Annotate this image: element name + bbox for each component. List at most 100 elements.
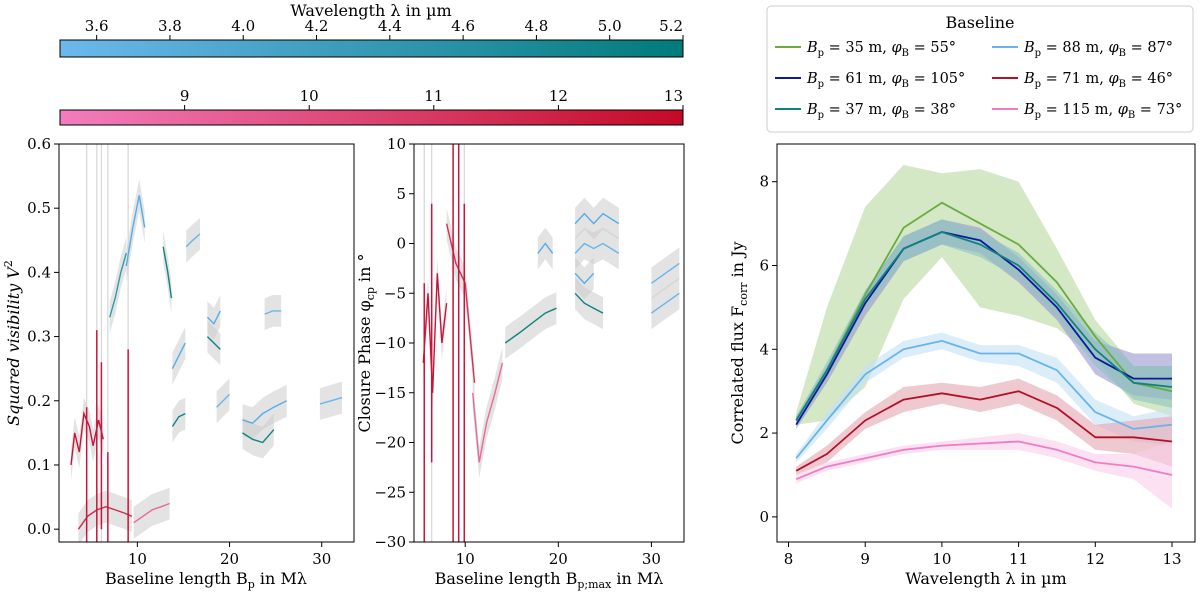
visibility-error-band bbox=[78, 490, 132, 542]
closure-phase-error-band bbox=[537, 227, 553, 270]
visibility-lm-series bbox=[242, 400, 288, 424]
flux-band bbox=[796, 164, 1172, 425]
visibility-lm-series bbox=[109, 252, 127, 318]
flux-xtick-label: 12 bbox=[1086, 550, 1105, 568]
closure-phase-error-band bbox=[575, 257, 594, 300]
closure-phase-lm-series bbox=[650, 292, 680, 314]
closure-phase-lm-series bbox=[504, 307, 557, 344]
visibility-error-band bbox=[126, 179, 145, 282]
flux-ytick-label: 6 bbox=[759, 256, 769, 274]
legend-entry-label: Bp = 71 m, φB = 46° bbox=[1023, 71, 1173, 90]
visibility-lm-series bbox=[206, 336, 221, 350]
legend-title: Baseline bbox=[946, 13, 1015, 32]
visibility-lm-series bbox=[171, 412, 186, 427]
colorbar-lm-tick-label: 3.8 bbox=[158, 17, 182, 35]
visibility-error-band bbox=[172, 397, 186, 443]
colorbar-n-ticks: 9 10 11 12 13 bbox=[180, 87, 684, 110]
flux-xtick-label: 8 bbox=[784, 550, 794, 568]
flux-series-line bbox=[795, 231, 1172, 426]
colorbar-n-tick-label: 13 bbox=[664, 87, 683, 105]
closure-phase-lm-series bbox=[537, 242, 554, 254]
colorbar-lm-tick-label: 3.6 bbox=[85, 17, 109, 35]
visibility-xtick-label: 20 bbox=[220, 550, 239, 568]
flux-ytick-label: 8 bbox=[759, 173, 769, 191]
visibility-n-series bbox=[133, 502, 170, 524]
visibility-ytick-label: 0.0 bbox=[27, 520, 51, 538]
colorbar-lm-title: Wavelength λ in µm bbox=[290, 1, 451, 20]
visibility-ytick-label: 0.6 bbox=[27, 135, 51, 153]
colorbar-lm-tick-label: 4.0 bbox=[231, 17, 255, 35]
colorbar-n-tick-label: 9 bbox=[180, 87, 190, 105]
colorbar-lm-tick-label: 5.0 bbox=[598, 17, 622, 35]
flux-band bbox=[796, 378, 1172, 475]
flux-ytick-label: 2 bbox=[759, 424, 769, 442]
flux-ytick-label: 4 bbox=[759, 340, 769, 358]
visibility-error-band bbox=[71, 397, 104, 481]
colorbar-n: 9 10 11 12 13 bbox=[59, 87, 684, 126]
visibility-xtick-label: 30 bbox=[312, 550, 331, 568]
colorbar-lm-bar bbox=[59, 39, 684, 58]
flux-series-line bbox=[795, 231, 1173, 421]
closure-phase-error-band bbox=[505, 292, 557, 359]
legend-entry-label: Bp = 115 m, φB = 73° bbox=[1023, 102, 1182, 121]
legend-entry-label: Bp = 35 m, φB = 55° bbox=[806, 40, 956, 59]
visibility-lm-series bbox=[162, 246, 173, 299]
visibility-error-bands bbox=[71, 144, 342, 542]
closure-phase-series bbox=[422, 144, 680, 542]
visibility-lm-series bbox=[185, 233, 201, 248]
closure-phase-lm-series bbox=[574, 272, 595, 285]
colorbar-n-tick-label: 10 bbox=[300, 87, 319, 105]
closure-phase-ytick-label: −10 bbox=[374, 334, 406, 352]
closure-phase-lm-series bbox=[574, 242, 620, 254]
closure-phase-lm-series bbox=[574, 292, 604, 314]
closure-phase-ytick-label: −25 bbox=[374, 483, 406, 501]
closure-phase-n-series bbox=[422, 273, 448, 393]
visibility-ytick-label: 0.3 bbox=[27, 328, 51, 346]
closure-phase-axes: 10 20 30 −30 −25 −20 −15 −10 −5 0 5 10 bbox=[374, 135, 661, 568]
flux-axes-frame bbox=[776, 143, 1196, 543]
colorbar-lm: Wavelength λ in µm 3.6 3.8 4.0 4.2 4.4 4.6 4.8… bbox=[59, 1, 684, 58]
flux-xtick-label: 13 bbox=[1162, 550, 1181, 568]
closure-phase-lm-series bbox=[574, 212, 620, 225]
colorbar-lm-tick-label: 4.2 bbox=[305, 17, 329, 35]
closure-phase-xtick-label: 30 bbox=[642, 550, 661, 568]
flux-band bbox=[796, 332, 1172, 463]
closure-phase-xtick-label: 10 bbox=[456, 550, 475, 568]
flux-band bbox=[796, 219, 1172, 425]
visibility-xlabel: Baseline length Bp in Mλ bbox=[105, 569, 307, 591]
closure-phase-axes-frame bbox=[413, 143, 685, 543]
closure-phase-error-band bbox=[472, 347, 503, 479]
flux-series-line bbox=[795, 440, 1173, 481]
flux-ylabel: Correlated flux Fcorr in Jy bbox=[728, 241, 750, 444]
flux-series bbox=[795, 201, 1173, 481]
visibility-lm-series bbox=[216, 393, 230, 408]
legend: Baseline Bp = 35 m, φB = 55° Bp = 61 m, φ… bbox=[766, 5, 1194, 133]
closure-phase-xlabel: Baseline length Bp;max in Mλ bbox=[435, 569, 664, 591]
visibility-ylabel: Squared visibility V2 bbox=[2, 260, 23, 426]
visibility-lm-series bbox=[171, 342, 186, 370]
colorbar-lm-ticks: 3.6 3.8 4.0 4.2 4.4 4.6 4.8 5.0 5.2 bbox=[85, 17, 684, 40]
flux-ytick-label: 0 bbox=[759, 508, 769, 526]
closure-phase-n-series bbox=[472, 362, 504, 463]
visibility-series bbox=[70, 195, 343, 542]
closure-phase-ytick-label: 5 bbox=[396, 185, 406, 203]
colorbar-lm-tick-label: 4.8 bbox=[524, 17, 548, 35]
visibility-lm-series bbox=[242, 429, 275, 444]
closure-phase-ytick-label: −30 bbox=[374, 533, 406, 551]
visibility-lm-series bbox=[125, 195, 146, 267]
legend-box bbox=[766, 5, 1194, 133]
visibility-ytick-label: 0.5 bbox=[27, 199, 51, 217]
correlated-flux-panel: 8 9 10 11 12 13 0 2 4 6 8 Correlated flux Fcorr in… bbox=[728, 143, 1196, 588]
closure-phase-xtick-label: 20 bbox=[549, 550, 568, 568]
flux-error-bands bbox=[796, 164, 1172, 509]
visibility-error-band bbox=[264, 295, 282, 330]
visibility-ytick-label: 0.4 bbox=[27, 263, 51, 281]
flux-xtick-label: 10 bbox=[932, 550, 951, 568]
flux-series-line bbox=[795, 340, 1173, 459]
visibility-n-series bbox=[77, 505, 133, 530]
closure-phase-lm-series bbox=[650, 262, 680, 284]
visibility-xtick-label: 10 bbox=[128, 550, 147, 568]
flux-series-line bbox=[795, 390, 1173, 472]
colorbar-n-bar bbox=[59, 109, 684, 126]
